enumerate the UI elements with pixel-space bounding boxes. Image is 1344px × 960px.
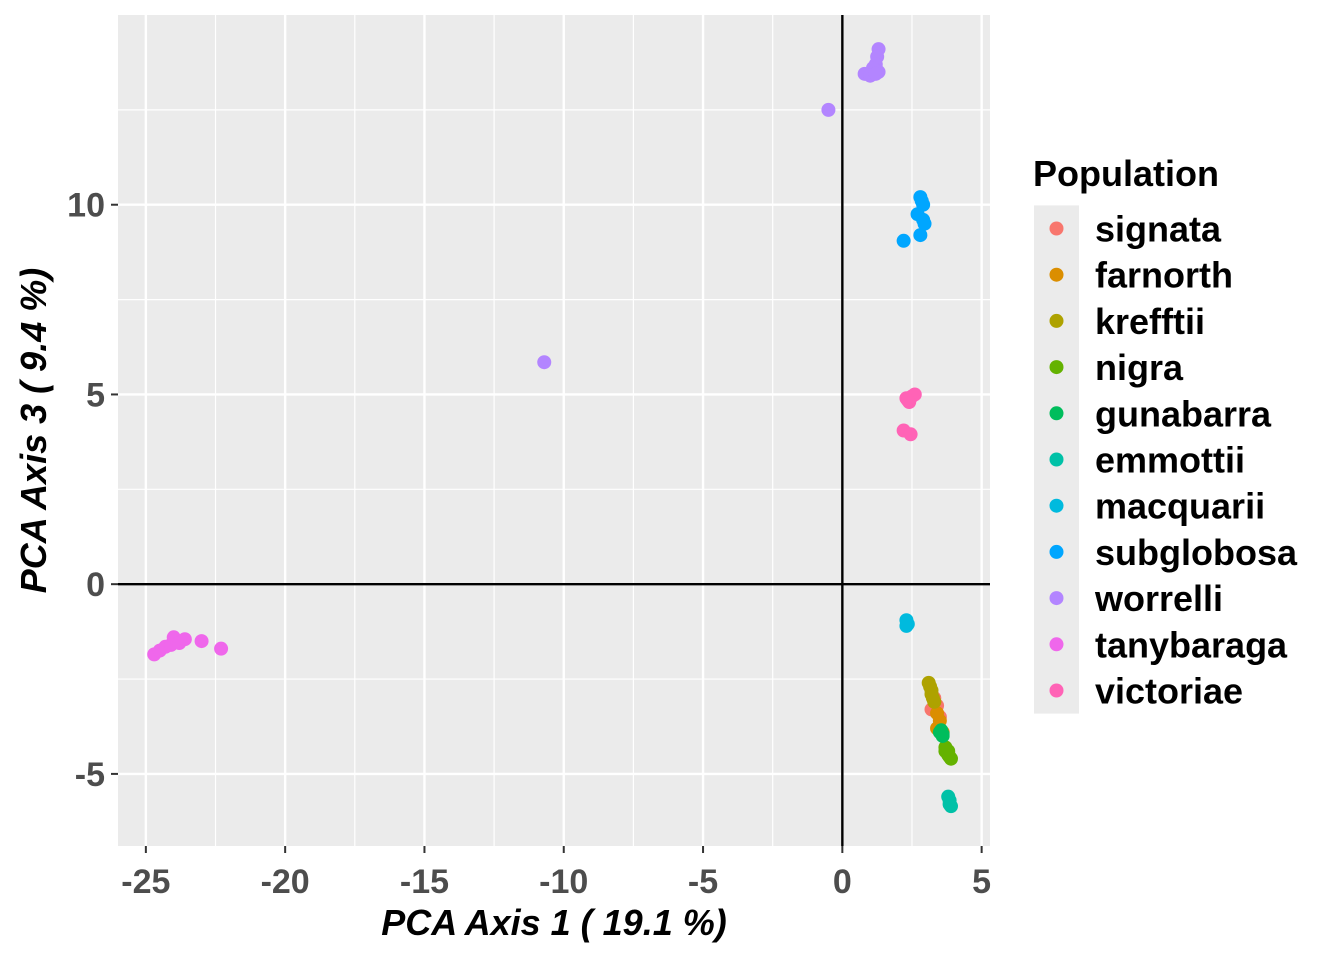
data-point <box>927 694 942 709</box>
legend-key-farnorth <box>1049 267 1064 282</box>
series-worrelli <box>537 42 886 370</box>
legend-key-signata <box>1049 221 1064 236</box>
x-axis-title: PCA Axis 1 ( 19.1 %) <box>381 902 726 943</box>
y-tick-label: 0 <box>86 566 105 604</box>
data-point <box>214 641 229 656</box>
legend-label-krefftii: krefftii <box>1095 301 1205 342</box>
legend-title: Population <box>1033 153 1219 194</box>
legend-key-subglobosa <box>1049 544 1064 559</box>
x-tick-label: -15 <box>400 863 449 901</box>
x-tick-label: -10 <box>539 863 588 901</box>
data-point <box>942 797 957 812</box>
data-point <box>194 634 209 649</box>
data-point <box>900 393 915 408</box>
x-tick-label: 0 <box>833 863 852 901</box>
legend-key-emmottii <box>1049 452 1064 467</box>
legend-key-gunabarra <box>1049 406 1064 421</box>
legend-label-subglobosa: subglobosa <box>1095 532 1298 573</box>
legend-key-macquarii <box>1049 498 1064 513</box>
x-tick-label: -5 <box>688 863 718 901</box>
data-point <box>821 102 836 117</box>
legend-label-nigra: nigra <box>1095 347 1184 388</box>
legend-label-tanybaraga: tanybaraga <box>1095 624 1288 665</box>
legend-key-victoriae <box>1049 683 1064 698</box>
legend-label-signata: signata <box>1095 209 1222 250</box>
legend-label-victoriae: victoriae <box>1095 671 1243 712</box>
x-tick-label: 5 <box>972 863 991 901</box>
data-point <box>896 233 911 248</box>
data-point <box>899 618 914 633</box>
legend-label-worrelli: worrelli <box>1094 578 1223 619</box>
data-point <box>913 228 928 243</box>
series-victoriae <box>896 387 922 442</box>
data-point <box>177 632 192 647</box>
data-point <box>903 427 918 442</box>
plot-panel <box>118 15 990 846</box>
series-krefftii <box>921 675 942 709</box>
data-point <box>868 66 883 81</box>
y-axis-title: PCA Axis 3 ( 9.4 %) <box>13 268 54 593</box>
series-macquarii <box>899 613 915 633</box>
data-point <box>942 749 957 764</box>
axis-ticks: -25 -20 -15 -10 -5 0 5 -5 0 5 10 <box>67 187 991 901</box>
legend-label-gunabarra: gunabarra <box>1095 393 1272 434</box>
legend-key-worrelli <box>1049 591 1064 606</box>
series-nigra <box>938 740 958 766</box>
legend-label-macquarii: macquarii <box>1095 486 1265 527</box>
legend-label-farnorth: farnorth <box>1095 255 1233 296</box>
x-tick-label: -20 <box>261 863 310 901</box>
data-point <box>537 355 552 370</box>
series-subglobosa <box>896 190 932 248</box>
legend-key-tanybaraga <box>1049 637 1064 652</box>
legend: Population signata farnorth krefftii nigra g… <box>1033 153 1298 714</box>
panel-background <box>118 15 990 846</box>
data-point <box>935 727 950 742</box>
series-gunabarra <box>932 723 950 743</box>
data-point <box>917 216 932 231</box>
legend-key-nigra <box>1049 360 1064 375</box>
series-tanybaraga <box>147 630 229 662</box>
y-tick-label: 10 <box>67 187 105 225</box>
legend-label-emmottii: emmottii <box>1095 440 1245 481</box>
y-tick-label: 5 <box>86 376 105 414</box>
y-tick-label: -5 <box>75 756 105 794</box>
series-emmottii <box>941 789 958 814</box>
legend-key-krefftii <box>1049 313 1064 328</box>
x-tick-label: -25 <box>121 863 170 901</box>
